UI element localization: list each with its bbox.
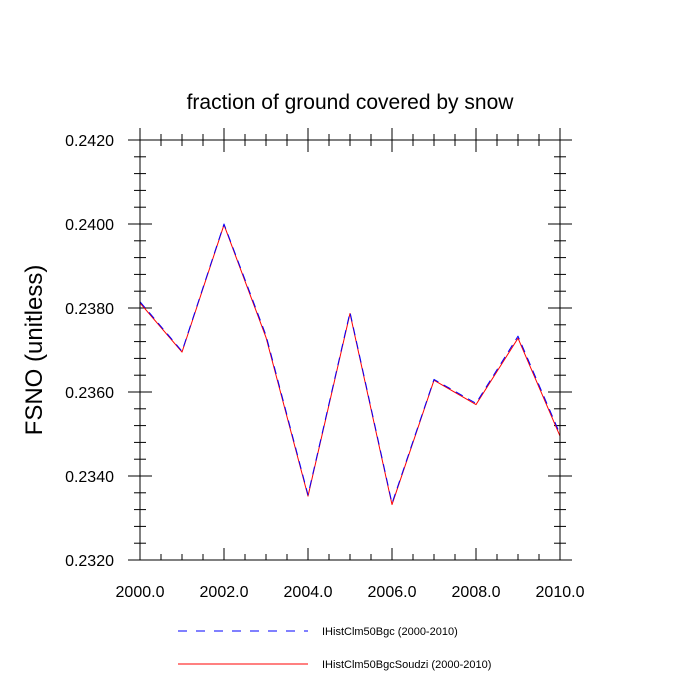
y-axis-label: FSNO (unitless) <box>21 265 48 436</box>
y-tick-label: 0.2320 <box>65 553 114 570</box>
series-line-2 <box>140 224 560 506</box>
legend: IHistClm50Bgc (2000-2010) IHistClm50BgcSo… <box>178 626 491 671</box>
series-line-1 <box>140 223 560 504</box>
y-tick-label: 0.2360 <box>65 385 114 402</box>
x-tick-label: 2008.0 <box>452 584 501 601</box>
chart-title: fraction of ground covered by snow <box>187 91 515 114</box>
legend-label-1: IHistClm50Bgc (2000-2010) <box>322 626 458 638</box>
axis-ticks <box>128 128 572 561</box>
y-tick-label: 0.2340 <box>65 469 114 486</box>
y-tick-label: 0.2420 <box>65 133 114 150</box>
x-tick-label: 2000.0 <box>116 584 165 601</box>
x-tick-label: 2006.0 <box>368 584 417 601</box>
y-tick-label: 0.2380 <box>65 301 114 318</box>
legend-label-2: IHistClm50BgcSoudzi (2000-2010) <box>322 659 491 671</box>
x-tick-label: 2002.0 <box>200 584 249 601</box>
series-lines <box>140 223 560 506</box>
x-tick-label: 2004.0 <box>284 584 333 601</box>
plot-frame <box>139 139 561 561</box>
axis-tick-labels: 2000.0 2002.0 2004.0 2006.0 2008.0 2010.0 0.23… <box>65 133 585 601</box>
x-tick-label: 2010.0 <box>536 584 585 601</box>
y-tick-label: 0.2400 <box>65 217 114 234</box>
